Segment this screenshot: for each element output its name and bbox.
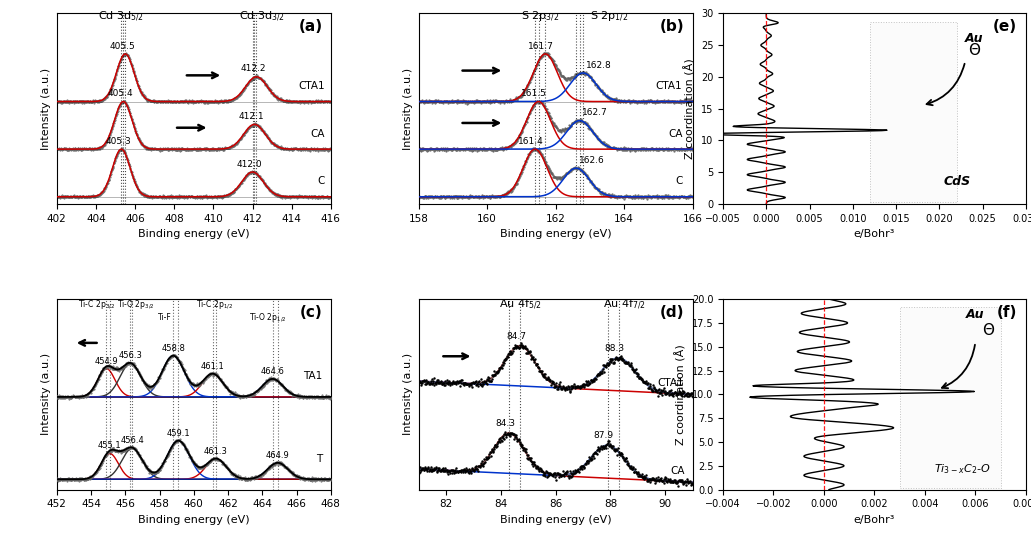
Text: T: T [317,454,323,464]
Text: CA: CA [670,466,685,476]
X-axis label: Binding energy (eV): Binding energy (eV) [138,515,250,525]
Text: (e): (e) [993,19,1017,34]
Text: 464.6: 464.6 [261,367,285,376]
Text: 405.4: 405.4 [107,89,133,98]
Text: Ti$_{3-x}$C$_2$-O: Ti$_{3-x}$C$_2$-O [934,463,991,476]
Text: Θ: Θ [968,43,979,58]
Y-axis label: Z coordination (Å): Z coordination (Å) [684,58,695,159]
Text: Ti-C 2p$_{1/2}$: Ti-C 2p$_{1/2}$ [196,298,233,311]
Text: 87.9: 87.9 [594,431,613,440]
Text: 461.1: 461.1 [201,362,225,371]
Text: CTA1: CTA1 [656,81,683,91]
Text: Au 4f$_{7/2}$: Au 4f$_{7/2}$ [603,298,645,312]
Text: (f): (f) [996,305,1017,320]
Text: S 2p$_{3/2}$: S 2p$_{3/2}$ [521,10,560,24]
Text: 161.7: 161.7 [528,41,555,51]
Text: Ti-O 2p$_{1/2}$: Ti-O 2p$_{1/2}$ [248,311,287,324]
Text: S 2p$_{1/2}$: S 2p$_{1/2}$ [590,10,628,24]
Text: 405.3: 405.3 [105,137,131,146]
X-axis label: e/Bohr³: e/Bohr³ [854,229,895,239]
Y-axis label: Z coordination (Å): Z coordination (Å) [674,344,686,445]
Y-axis label: Intensity (a.u.): Intensity (a.u.) [41,353,52,435]
Text: 459.1: 459.1 [167,429,190,437]
Text: 405.5: 405.5 [109,41,135,51]
Text: Au: Au [965,32,984,45]
Text: CTA1: CTA1 [298,81,325,91]
Text: 161.5: 161.5 [522,89,547,98]
Text: CA: CA [310,129,325,139]
X-axis label: e/Bohr³: e/Bohr³ [854,515,895,525]
Text: (a): (a) [299,19,323,34]
Text: Au: Au [966,308,985,321]
Text: (d): (d) [660,305,685,320]
Text: 88.3: 88.3 [604,344,625,353]
Text: 162.6: 162.6 [579,156,605,165]
Text: 412.2: 412.2 [241,65,266,74]
Text: 456.4: 456.4 [121,436,144,445]
Text: 162.8: 162.8 [586,61,611,69]
Text: Ti-C 2p$_{3/2}$: Ti-C 2p$_{3/2}$ [77,298,114,311]
Text: C: C [675,176,683,186]
Text: Cd 3d$_{3/2}$: Cd 3d$_{3/2}$ [239,10,286,24]
Y-axis label: Intensity (a.u.): Intensity (a.u.) [41,68,52,150]
Text: 464.9: 464.9 [266,451,290,460]
X-axis label: Binding energy (eV): Binding energy (eV) [500,515,611,525]
Text: 84.7: 84.7 [506,331,526,341]
Bar [870,22,957,202]
Text: Θ: Θ [982,323,994,338]
Bar [900,307,1001,487]
Text: CA: CA [668,129,683,139]
Y-axis label: Intensity (a.u.): Intensity (a.u.) [403,353,413,435]
Text: CTA1: CTA1 [658,379,685,388]
Text: 412.1: 412.1 [239,112,264,121]
Text: 456.3: 456.3 [119,351,142,360]
Text: 84.3: 84.3 [495,419,514,428]
Text: 458.8: 458.8 [161,344,186,353]
Text: CdS: CdS [943,175,970,188]
Text: 162.7: 162.7 [583,108,608,117]
Text: TA1: TA1 [303,371,323,381]
X-axis label: Binding energy (eV): Binding energy (eV) [500,229,611,239]
Text: C: C [318,176,325,186]
Text: 455.1: 455.1 [98,442,122,450]
Text: 412.0: 412.0 [237,160,263,169]
Text: Au 4f$_{5/2}$: Au 4f$_{5/2}$ [499,298,541,312]
Text: (b): (b) [660,19,685,34]
Text: 461.3: 461.3 [204,447,228,456]
Text: Cd 3d$_{5/2}$: Cd 3d$_{5/2}$ [98,10,144,24]
Text: Ti-O 2p$_{3/2}$: Ti-O 2p$_{3/2}$ [117,298,155,311]
Text: Ti-F: Ti-F [158,313,171,322]
Text: (c): (c) [300,305,323,320]
Text: 454.9: 454.9 [95,357,119,365]
X-axis label: Binding energy (eV): Binding energy (eV) [138,229,250,239]
Y-axis label: Intensity (a.u.): Intensity (a.u.) [403,68,413,150]
Text: 161.4: 161.4 [519,137,543,146]
